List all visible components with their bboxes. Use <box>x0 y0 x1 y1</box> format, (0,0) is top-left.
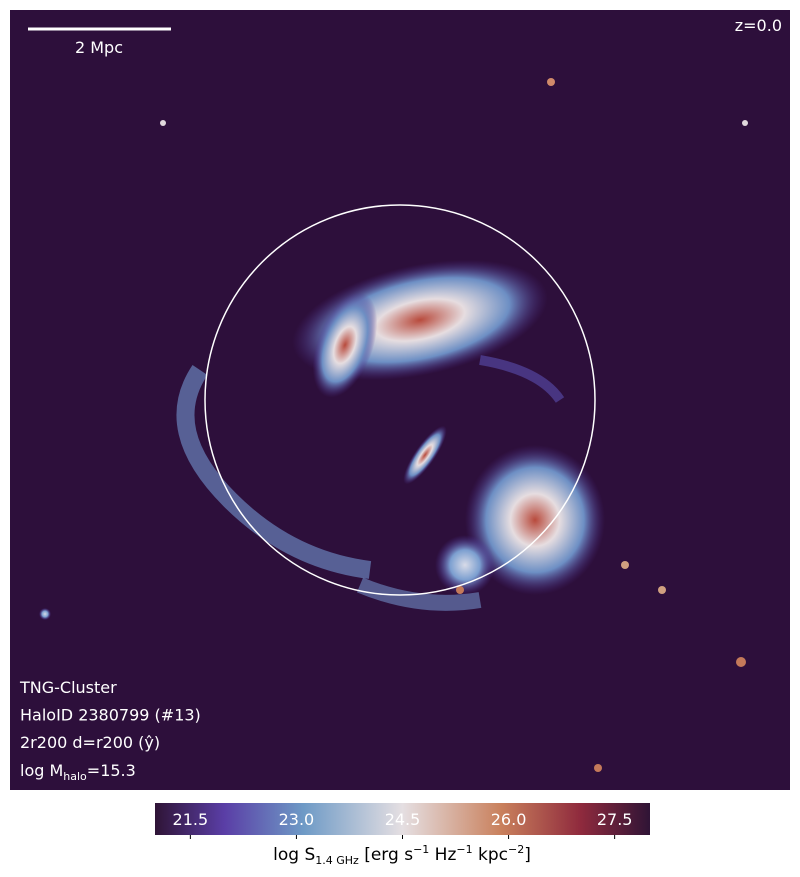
r200-circle <box>204 204 596 596</box>
cb-label-sub: 1.4 GHz <box>315 854 359 867</box>
cb-label-part: Hz <box>429 845 456 865</box>
colorbar-label: log S1.4 GHz [erg s−1 Hz−1 kpc−2] <box>273 843 531 867</box>
colorbar-tick-label: 21.5 <box>173 810 209 829</box>
scale-bar-label: 2 Mpc <box>75 38 123 57</box>
cb-label-sup: −1 <box>456 843 472 856</box>
mass-label: log Mhalo=15.3 <box>20 761 136 783</box>
mass-label-sub: halo <box>63 770 87 783</box>
mass-label-part: log M <box>20 761 63 780</box>
info-text: TNG-Cluster HaloID 2380799 (#13) 2r200 d=r… <box>19 678 201 752</box>
cb-label-part: kpc <box>473 845 508 865</box>
colorbar-ticks: 21.5 23.0 24.5 26.0 27.5 <box>173 810 633 839</box>
map-background <box>10 10 790 790</box>
colorbar-tick-label: 23.0 <box>279 810 315 829</box>
cb-label-sup: −2 <box>508 843 524 856</box>
emission-structures <box>39 78 748 772</box>
colorbar-tick-label: 26.0 <box>491 810 527 829</box>
cb-label-sup: −1 <box>413 843 429 856</box>
info-line: 2r200 d=r200 (ŷ) <box>20 733 160 752</box>
cb-label-part: ] <box>524 845 531 865</box>
redshift-label: z=0.0 <box>735 16 782 35</box>
info-line: TNG-Cluster <box>19 678 117 697</box>
info-line: HaloID 2380799 (#13) <box>20 706 201 725</box>
colorbar <box>155 803 650 835</box>
mass-label-part: =15.3 <box>87 761 136 780</box>
cb-label-part: [erg s <box>359 845 413 865</box>
colorbar-tick-label: 27.5 <box>597 810 633 829</box>
colorbar-tick-label: 24.5 <box>385 810 421 829</box>
cb-label-part: log S <box>273 845 315 865</box>
